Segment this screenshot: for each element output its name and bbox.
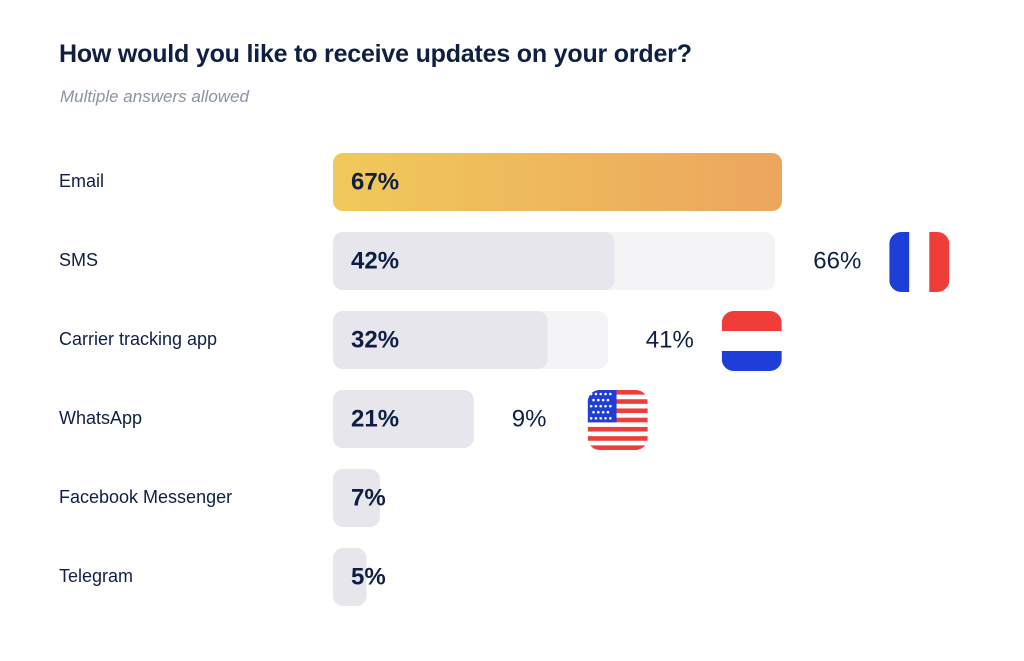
france-flag-icon xyxy=(889,232,950,292)
flag-stripe xyxy=(587,408,648,414)
bar-value-label-telegram: 5% xyxy=(351,563,386,590)
flag-star xyxy=(594,392,598,396)
comparison-value-label-sms: 66% xyxy=(813,247,861,274)
chart-subtitle: Multiple answers allowed xyxy=(60,87,249,106)
bar-email xyxy=(333,153,782,211)
flag-stripe xyxy=(587,403,648,409)
flag-star xyxy=(604,404,607,408)
bar-value-label-sms: 42% xyxy=(351,247,399,274)
flag-star xyxy=(599,392,603,396)
flag-star xyxy=(594,417,598,420)
flag-stripe xyxy=(587,445,648,450)
flag-star xyxy=(604,392,607,396)
flag-star xyxy=(606,410,610,414)
flag-star xyxy=(589,417,593,420)
flag-star xyxy=(609,404,612,408)
usa-flag-icon xyxy=(587,390,648,450)
flag-stripe xyxy=(721,351,782,371)
flag-stripe xyxy=(587,422,648,428)
flag-star xyxy=(604,417,607,420)
flag-star xyxy=(606,398,610,402)
flag-stripe xyxy=(587,440,648,446)
flag-star xyxy=(599,404,603,408)
bar-facebook-messenger xyxy=(333,469,380,527)
flag-stripe xyxy=(721,311,782,331)
category-label-email: Email xyxy=(59,171,104,191)
bar-value-label-facebook-messenger: 7% xyxy=(351,484,386,511)
flag-star xyxy=(597,398,600,402)
bar-value-label-carrier-tracking-app: 32% xyxy=(351,326,399,353)
flag-stripe xyxy=(587,417,648,423)
chart-title: How would you like to receive updates on… xyxy=(59,40,692,68)
flag-star xyxy=(589,392,593,396)
flag-star xyxy=(597,410,600,414)
flag-canton xyxy=(587,390,617,423)
flag-stripe xyxy=(721,331,782,351)
flag-star xyxy=(592,410,595,414)
flag-stripe xyxy=(587,431,648,437)
bar-whatsapp xyxy=(333,390,474,448)
netherlands-flag-icon xyxy=(721,311,782,371)
flag-star xyxy=(609,417,612,420)
category-label-whatsapp: WhatsApp xyxy=(59,408,142,428)
category-label-carrier-tracking-app: Carrier tracking app xyxy=(59,329,217,349)
category-label-facebook-messenger: Facebook Messenger xyxy=(59,487,232,507)
flag-stripe xyxy=(587,436,648,442)
category-label-telegram: Telegram xyxy=(59,566,133,586)
flag-star xyxy=(592,398,595,402)
flag-stripe xyxy=(587,413,648,418)
flag-star xyxy=(599,417,603,420)
flag-stripe xyxy=(889,232,910,292)
bar-value-label-whatsapp: 21% xyxy=(351,405,399,432)
category-label-sms: SMS xyxy=(59,250,98,270)
flag-stripe xyxy=(909,232,930,292)
flag-star xyxy=(594,404,598,408)
comparison-value-label-carrier-tracking-app: 41% xyxy=(646,326,694,353)
flag-stripe xyxy=(587,394,648,400)
flag-stripe xyxy=(587,390,648,395)
bar-carrier-tracking-app xyxy=(333,311,548,369)
flag-star xyxy=(609,392,612,396)
bar-sms xyxy=(333,232,615,290)
flag-star xyxy=(601,398,605,402)
flag-star xyxy=(601,410,605,414)
flag-stripe xyxy=(587,426,648,432)
flag-stripe xyxy=(587,399,648,405)
comparison-value-label-whatsapp: 9% xyxy=(512,405,547,432)
flag-stripe xyxy=(929,232,950,292)
bar-telegram xyxy=(333,548,367,606)
bar-value-label-email: 67% xyxy=(351,168,399,195)
flag-star xyxy=(589,404,593,408)
